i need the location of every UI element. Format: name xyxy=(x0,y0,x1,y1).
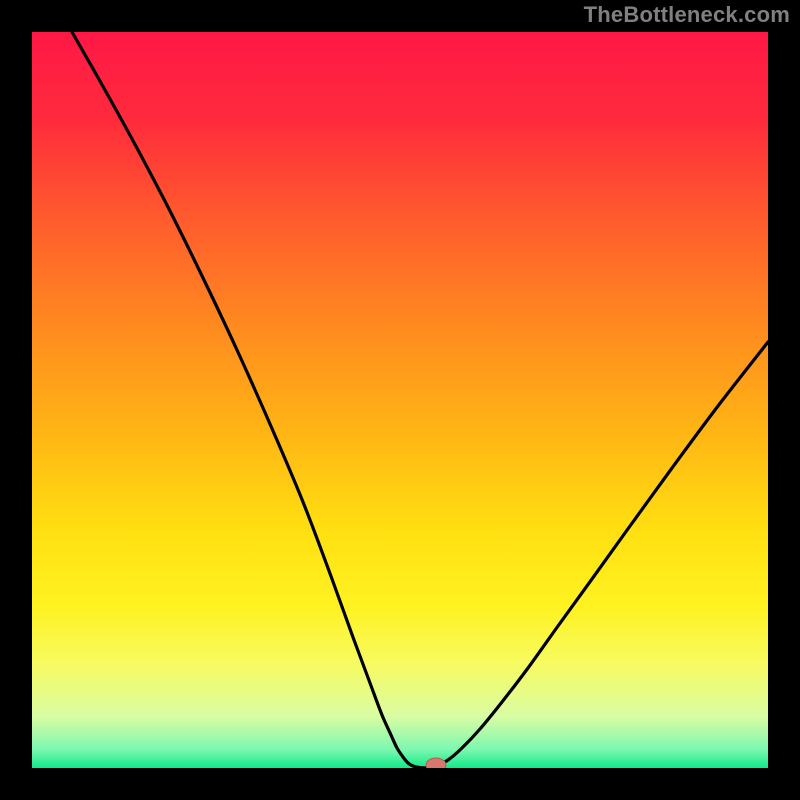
plot-area xyxy=(32,32,768,768)
plot-background xyxy=(32,32,768,768)
chart-frame: TheBottleneck.com xyxy=(0,0,800,800)
optimum-marker xyxy=(426,758,446,768)
watermark-text: TheBottleneck.com xyxy=(584,2,790,28)
